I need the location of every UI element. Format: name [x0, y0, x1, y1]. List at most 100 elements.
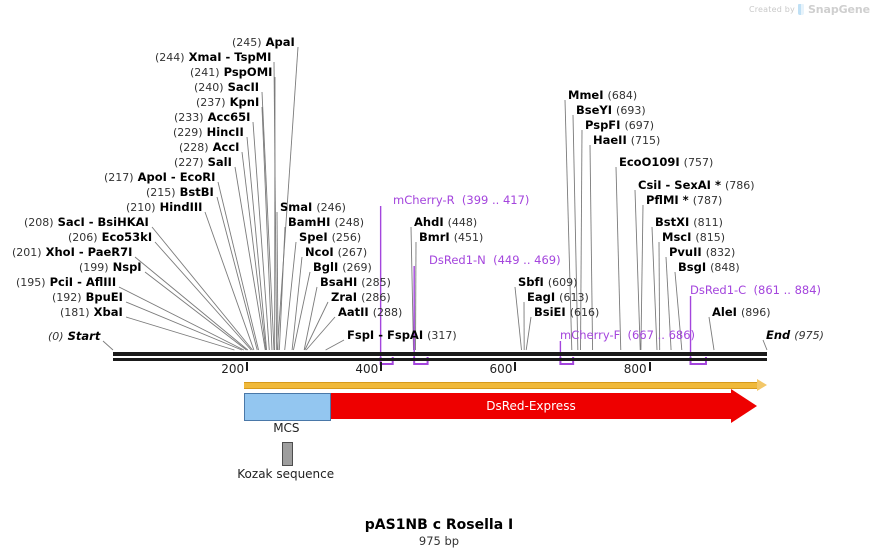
enzyme-site-label[interactable]: AleI (896) [712, 306, 771, 319]
enzyme-site-label[interactable]: (192) BpuEI [52, 291, 123, 304]
enzyme-site-label[interactable]: BstXI (811) [655, 216, 723, 229]
feature-kozak-box[interactable] [281, 442, 293, 466]
enzyme-site-label[interactable]: PvuII (832) [669, 246, 735, 259]
enzyme-site-label[interactable]: PflMI * (787) [646, 194, 722, 207]
enzyme-leader-line [284, 241, 297, 351]
enzyme-site-label[interactable]: SpeI (256) [299, 231, 361, 244]
enzyme-site-label[interactable]: SbfI (609) [518, 276, 577, 289]
enzyme-site-label[interactable]: (240) SacII [194, 81, 259, 94]
enzyme-site-label[interactable]: BmrI (451) [419, 231, 483, 244]
enzyme-site-label[interactable]: (195) PciI - AflIII [16, 276, 116, 289]
enzyme-position: (233) [174, 111, 204, 124]
sequence-backbone-line-2 [113, 358, 767, 361]
enzyme-name: BseYI [576, 103, 613, 117]
primer-label[interactable]: DsRed1-C (861 .. 884) [690, 284, 821, 296]
enzyme-site-label[interactable]: (206) Eco53kI [68, 231, 152, 244]
enzyme-site-label[interactable]: (199) NspI [79, 261, 142, 274]
enzyme-name: BamHI [288, 215, 331, 229]
enzyme-name: AatII [338, 305, 369, 319]
enzyme-leader-line [246, 136, 268, 351]
enzyme-position: (237) [196, 96, 226, 109]
enzyme-site-label[interactable]: (228) AccI [179, 141, 239, 154]
enzyme-site-label[interactable]: AatII (288) [338, 306, 402, 319]
feature-dsred-express-arrow[interactable]: DsRed-Express [331, 389, 757, 423]
enzyme-name: NspI [112, 260, 142, 274]
enzyme-site-label[interactable]: HaeII (715) [593, 134, 660, 147]
primer-label[interactable]: mCherry-R (399 .. 417) [393, 194, 529, 206]
enzyme-site-label[interactable]: CsiI - SexAI * (786) [638, 179, 755, 192]
enzyme-site-label[interactable]: BsgI (848) [678, 261, 740, 274]
enzyme-name: BglI [313, 260, 339, 274]
enzyme-position: (811) [693, 216, 723, 229]
enzyme-leader-line [151, 226, 253, 351]
enzyme-site-label[interactable]: (237) KpnI [196, 96, 259, 109]
enzyme-site-label[interactable]: (201) XhoI - PaeR7I [12, 246, 132, 259]
enzyme-name: End [766, 328, 791, 342]
enzyme-site-label[interactable]: (181) XbaI [60, 306, 123, 319]
enzyme-site-label[interactable]: (210) HindIII [126, 201, 202, 214]
enzyme-leader-line [615, 166, 622, 351]
enzyme-site-label[interactable]: EagI (613) [527, 291, 589, 304]
enzyme-site-label[interactable]: (245) ApaI [232, 36, 295, 49]
enzyme-site-label[interactable]: (217) ApoI - EcoRI [104, 171, 215, 184]
feature-kozak-label: Kozak sequence [237, 467, 335, 481]
plasmid-length: 975 bp [418, 534, 460, 548]
enzyme-site-label[interactable]: BseYI (693) [576, 104, 646, 117]
enzyme-name: KpnI [229, 95, 260, 109]
enzyme-leader-line [125, 301, 242, 351]
enzyme-name: BsgI [678, 260, 707, 274]
enzyme-name: AhdI [414, 215, 444, 229]
ruler-tick-label: 400 [355, 362, 379, 376]
enzyme-site-label[interactable]: (227) SalI [174, 156, 232, 169]
enzyme-position: (244) [155, 51, 185, 64]
enzyme-position: (715) [630, 134, 661, 147]
enzyme-name: SpeI [299, 230, 328, 244]
enzyme-site-label[interactable]: (244) XmaI - TspMI [155, 51, 271, 64]
feature-mcs-box[interactable] [243, 393, 331, 421]
enzyme-site-label[interactable]: SmaI (246) [280, 201, 346, 214]
enzyme-name: BsaHI [320, 275, 358, 289]
enzyme-site-label[interactable]: BsaHI (285) [320, 276, 391, 289]
orf-arrow[interactable] [243, 379, 767, 391]
enzyme-position: (192) [52, 291, 82, 304]
snapgene-logo-icon [797, 4, 805, 15]
enzyme-site-label[interactable]: (215) BstBI [146, 186, 214, 199]
enzyme-position: (256) [331, 231, 362, 244]
enzyme-site-label[interactable]: BamHI (248) [288, 216, 364, 229]
enzyme-name: PflMI * [646, 193, 689, 207]
watermark-brand-label: SnapGene [807, 3, 870, 16]
enzyme-site-label[interactable]: PspFI (697) [585, 119, 654, 132]
enzyme-name: MscI [662, 230, 692, 244]
primer-name: mCherry-F [560, 328, 621, 342]
enzyme-name: HincII [206, 125, 244, 139]
enzyme-site-label[interactable]: BsiEI (616) [534, 306, 599, 319]
enzyme-site-label[interactable]: AhdI (448) [414, 216, 477, 229]
enzyme-site-label[interactable]: (208) SacI - BsiHKAI [24, 216, 149, 229]
ruler-tick-label: 200 [221, 362, 245, 376]
enzyme-name: AleI [712, 305, 737, 319]
enzyme-name: ApaI [265, 35, 295, 49]
enzyme-site-label[interactable]: (241) PspOMI [190, 66, 272, 79]
enzyme-name: SalI [207, 155, 232, 169]
enzyme-site-label[interactable]: (0) Start [48, 330, 100, 343]
enzyme-site-label[interactable]: (229) HincII [173, 126, 244, 139]
enzyme-position: (267) [337, 246, 368, 259]
primer-label[interactable]: DsRed1-N (449 .. 469) [429, 254, 561, 266]
enzyme-name: BpuEI [85, 290, 123, 304]
enzyme-position: (269) [342, 261, 372, 274]
primer-label[interactable]: mCherry-F (667 .. 686) [560, 329, 695, 341]
enzyme-site-label[interactable]: NcoI (267) [305, 246, 367, 259]
enzyme-site-label[interactable]: ZraI (286) [331, 291, 391, 304]
enzyme-position: (217) [104, 171, 134, 184]
enzyme-site-label[interactable]: FspI - FspAI (317) [347, 329, 457, 342]
enzyme-site-label[interactable]: (233) Acc65I [174, 111, 250, 124]
enzyme-site-label[interactable]: MscI (815) [662, 231, 725, 244]
ruler-tick [246, 362, 249, 371]
enzyme-site-label[interactable]: EcoO109I (757) [619, 156, 713, 169]
enzyme-site-label[interactable]: BglI (269) [313, 261, 372, 274]
snapgene-watermark: Created by SnapGene [749, 3, 870, 16]
enzyme-name: PvuII [669, 245, 702, 259]
enzyme-name: CsiI - SexAI * [638, 178, 721, 192]
enzyme-site-label[interactable]: End (975) [766, 329, 824, 342]
enzyme-site-label[interactable]: MmeI (684) [568, 89, 637, 102]
